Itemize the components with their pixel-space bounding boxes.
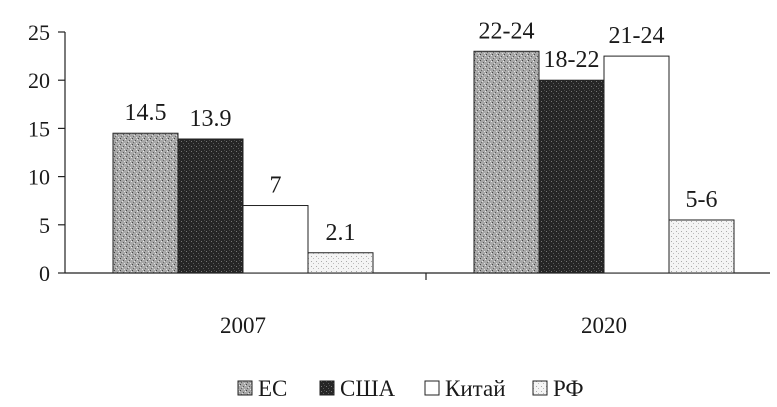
data-labels-group: 14.5 13.9 7 2.1 22-24 18-22 21-24 5-6 [125,18,718,245]
y-tick-label: 25 [28,20,50,45]
y-tick-label: 10 [28,165,50,190]
bar-eu-2007 [112,132,179,274]
legend-swatch-china [424,380,440,396]
data-label-usa-2007: 13.9 [190,106,232,132]
legend-swatch-eu [237,380,253,396]
data-label-eu-2007: 14.5 [125,100,167,126]
legend-label-eu: ЕС [258,376,287,401]
data-label-china-2020: 21-24 [609,23,665,49]
data-label-rf-2007: 2.1 [326,220,356,246]
bar-rf-2020 [668,219,735,274]
bar-usa-2020 [538,79,605,274]
bars-group [112,50,735,274]
data-label-china-2007: 7 [270,173,282,199]
category-label-2020: 2020 [581,313,627,338]
bar-china-2007 [242,205,309,274]
y-tick-label: 0 [39,261,50,286]
legend-swatch-usa [319,380,335,396]
legend: ЕС США Китай РФ [237,376,584,401]
y-axis-ticks: 0 5 10 15 20 25 [28,20,65,286]
data-label-rf-2020: 5-6 [686,187,718,213]
bar-rf-2007 [307,252,374,274]
data-label-eu-2020: 22-24 [479,18,535,44]
legend-swatch-rf [532,380,548,396]
category-labels-group: 2007 2020 [220,313,627,338]
y-tick-label: 5 [39,213,50,238]
y-tick-label: 15 [28,116,50,141]
bar-eu-2020 [473,50,540,274]
data-label-usa-2020: 18-22 [544,47,600,73]
bar-china-2020 [603,55,670,274]
bar-usa-2007 [177,138,244,274]
legend-label-china: Китай [445,376,506,401]
legend-label-usa: США [340,376,396,401]
category-label-2007: 2007 [220,313,266,338]
legend-label-rf: РФ [553,376,584,401]
y-tick-label: 20 [28,68,50,93]
